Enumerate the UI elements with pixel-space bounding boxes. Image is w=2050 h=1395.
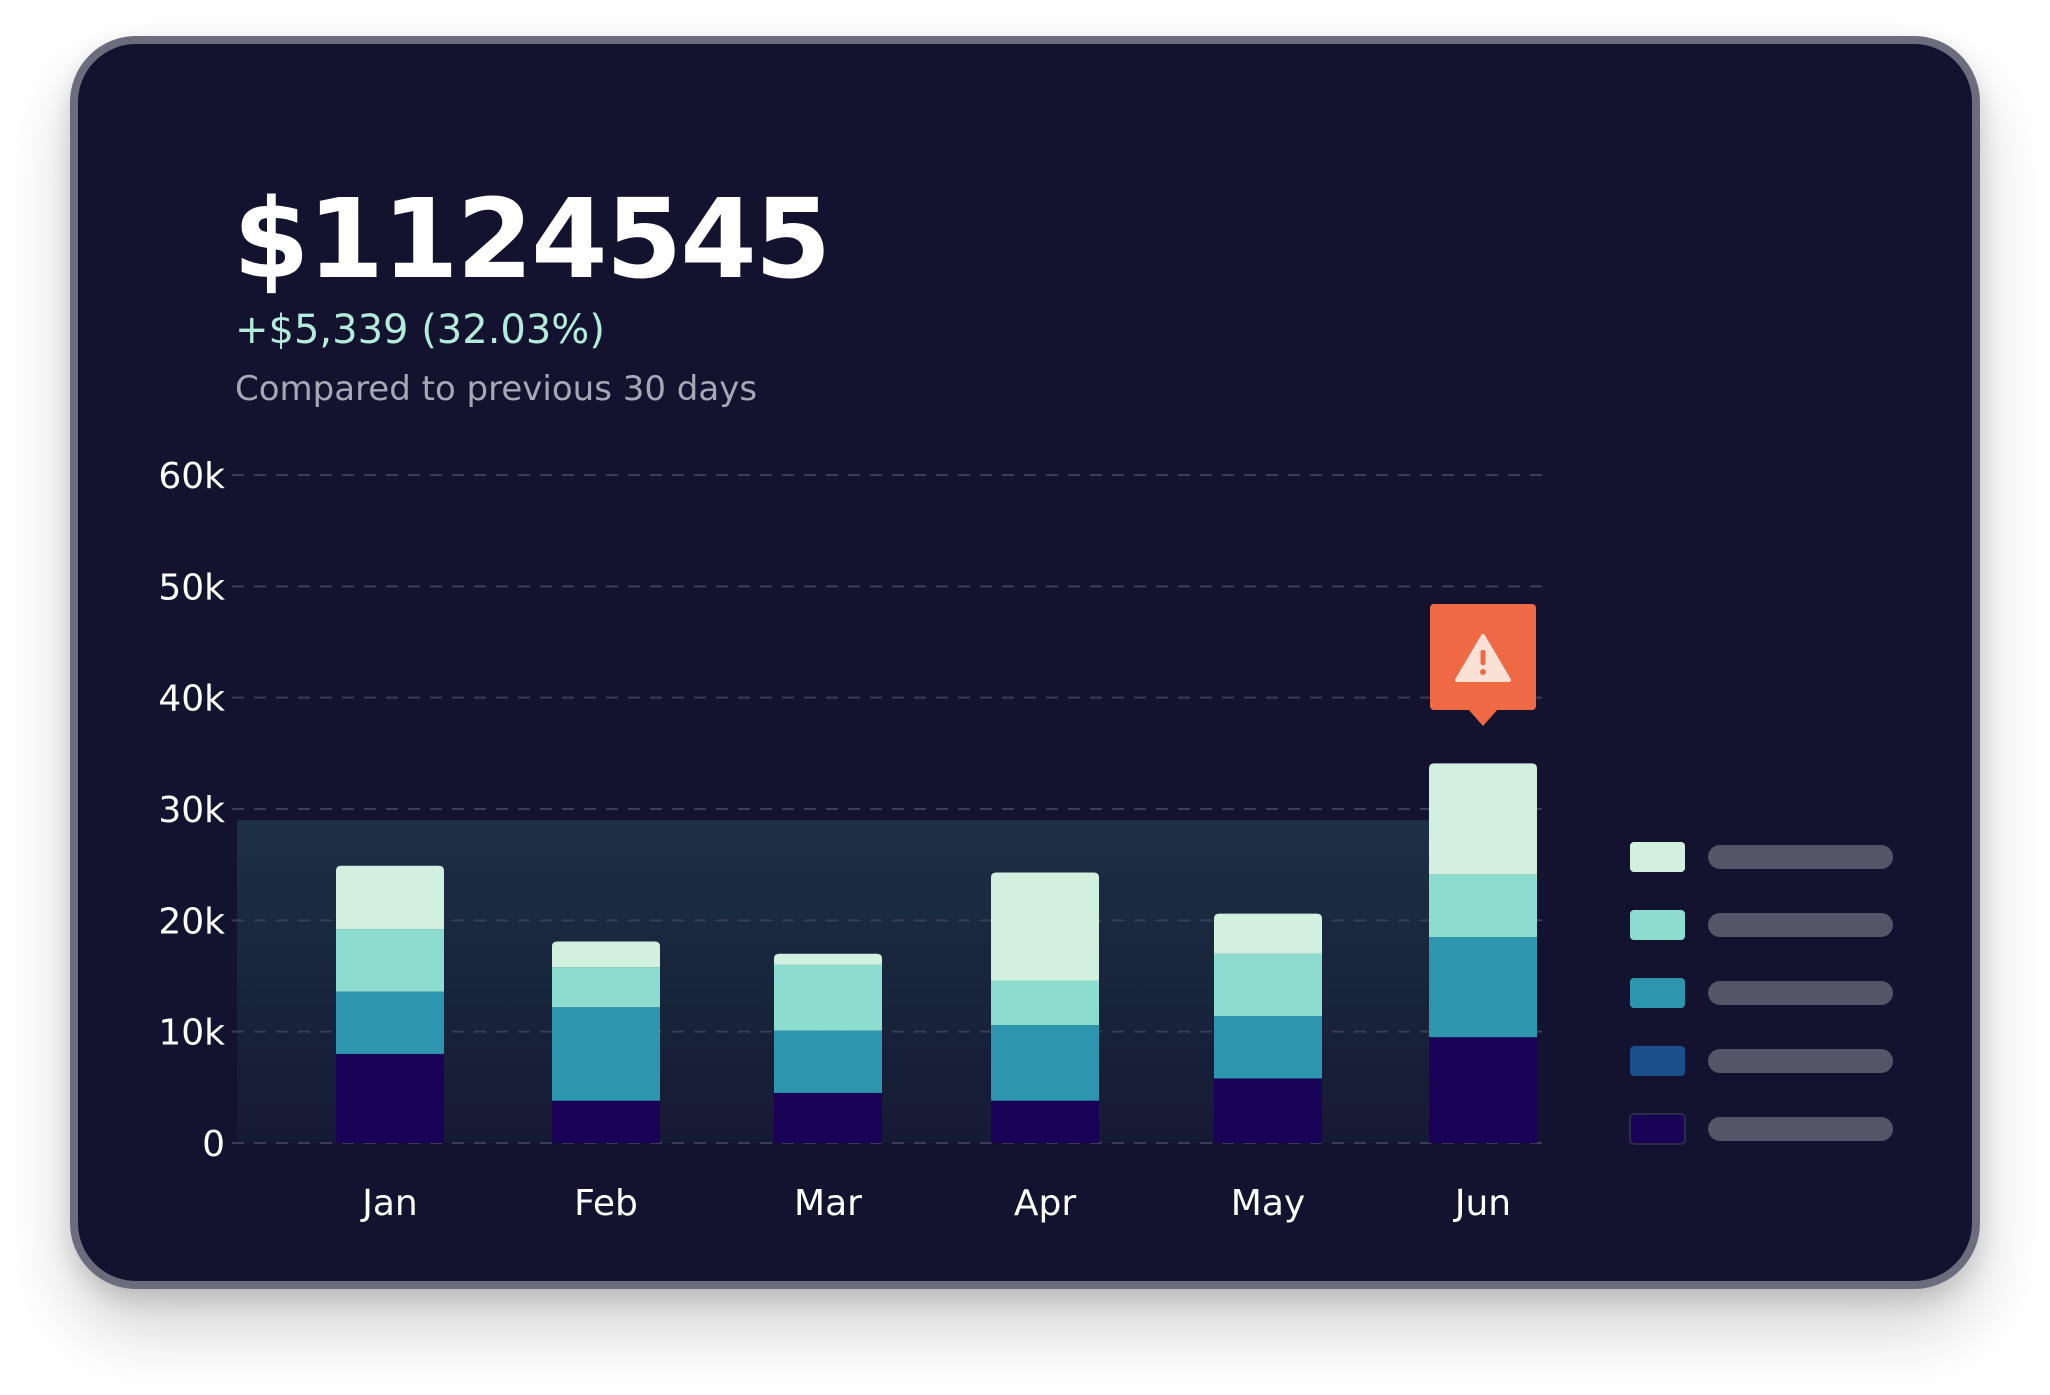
bar-segment bbox=[336, 1053, 444, 1143]
alert-pointer bbox=[1468, 709, 1498, 726]
bar-segment bbox=[774, 953, 882, 965]
bar-segment bbox=[1214, 1016, 1322, 1079]
bar-segment bbox=[1214, 913, 1322, 954]
bar-segment bbox=[991, 872, 1099, 981]
bar-segment bbox=[552, 941, 660, 968]
legend-item bbox=[1630, 842, 1893, 872]
legend-label-placeholder bbox=[1708, 1049, 1893, 1073]
bar-segment bbox=[552, 1007, 660, 1101]
y-tick-label: 0 bbox=[202, 1124, 225, 1165]
bar-segment bbox=[336, 991, 444, 1054]
bar-segment bbox=[991, 980, 1099, 1025]
bar-segment bbox=[1214, 953, 1322, 1017]
bar-segment bbox=[336, 929, 444, 992]
alert-marker bbox=[1430, 604, 1536, 726]
legend-label-placeholder bbox=[1708, 1117, 1893, 1141]
legend-item bbox=[1630, 910, 1893, 940]
bar-segment bbox=[1429, 763, 1537, 875]
bar-segment bbox=[1429, 874, 1537, 938]
bar-segment bbox=[774, 1092, 882, 1143]
y-tick-label: 40k bbox=[158, 679, 225, 720]
legend-label-placeholder bbox=[1708, 981, 1893, 1005]
y-tick-label: 30k bbox=[158, 790, 225, 831]
legend-item bbox=[1629, 1113, 1893, 1145]
comparison-caption: Compared to previous 30 days bbox=[235, 369, 758, 409]
legend-swatch bbox=[1629, 1113, 1686, 1145]
bar-segment bbox=[991, 1024, 1099, 1101]
bar-segment bbox=[1429, 937, 1537, 1038]
legend-swatch bbox=[1630, 842, 1685, 872]
legend-label-placeholder bbox=[1708, 845, 1893, 869]
y-tick-label: 50k bbox=[158, 567, 225, 608]
x-tick-label: Jan bbox=[360, 1183, 418, 1224]
x-tick-label: May bbox=[1231, 1183, 1305, 1224]
y-tick-label: 10k bbox=[158, 1013, 225, 1054]
bar-segment bbox=[774, 964, 882, 1031]
legend-swatch bbox=[1630, 1046, 1685, 1076]
revenue-change: +$5,339 (32.03%) bbox=[235, 307, 605, 353]
bar-segment bbox=[336, 865, 444, 930]
bar-segment bbox=[552, 1100, 660, 1143]
legend-label-placeholder bbox=[1708, 913, 1893, 937]
x-tick-label: Mar bbox=[794, 1183, 862, 1224]
y-tick-label: 20k bbox=[158, 901, 225, 942]
x-tick-label: Apr bbox=[1014, 1183, 1076, 1224]
bar-segment bbox=[1214, 1078, 1322, 1143]
bar-segment bbox=[1429, 1037, 1537, 1143]
bar-segment bbox=[774, 1030, 882, 1093]
bar-segment bbox=[552, 967, 660, 1008]
warning-icon bbox=[1455, 634, 1511, 682]
total-revenue: $1124545 bbox=[233, 175, 831, 303]
x-tick-label: Feb bbox=[574, 1183, 638, 1224]
x-tick-label: Jun bbox=[1453, 1183, 1511, 1224]
legend-swatch bbox=[1630, 978, 1685, 1008]
legend-item bbox=[1630, 978, 1893, 1008]
legend-item bbox=[1630, 1046, 1893, 1076]
y-tick-label: 60k bbox=[158, 456, 225, 497]
legend-swatch bbox=[1630, 910, 1685, 940]
bar-segment bbox=[991, 1100, 1099, 1143]
